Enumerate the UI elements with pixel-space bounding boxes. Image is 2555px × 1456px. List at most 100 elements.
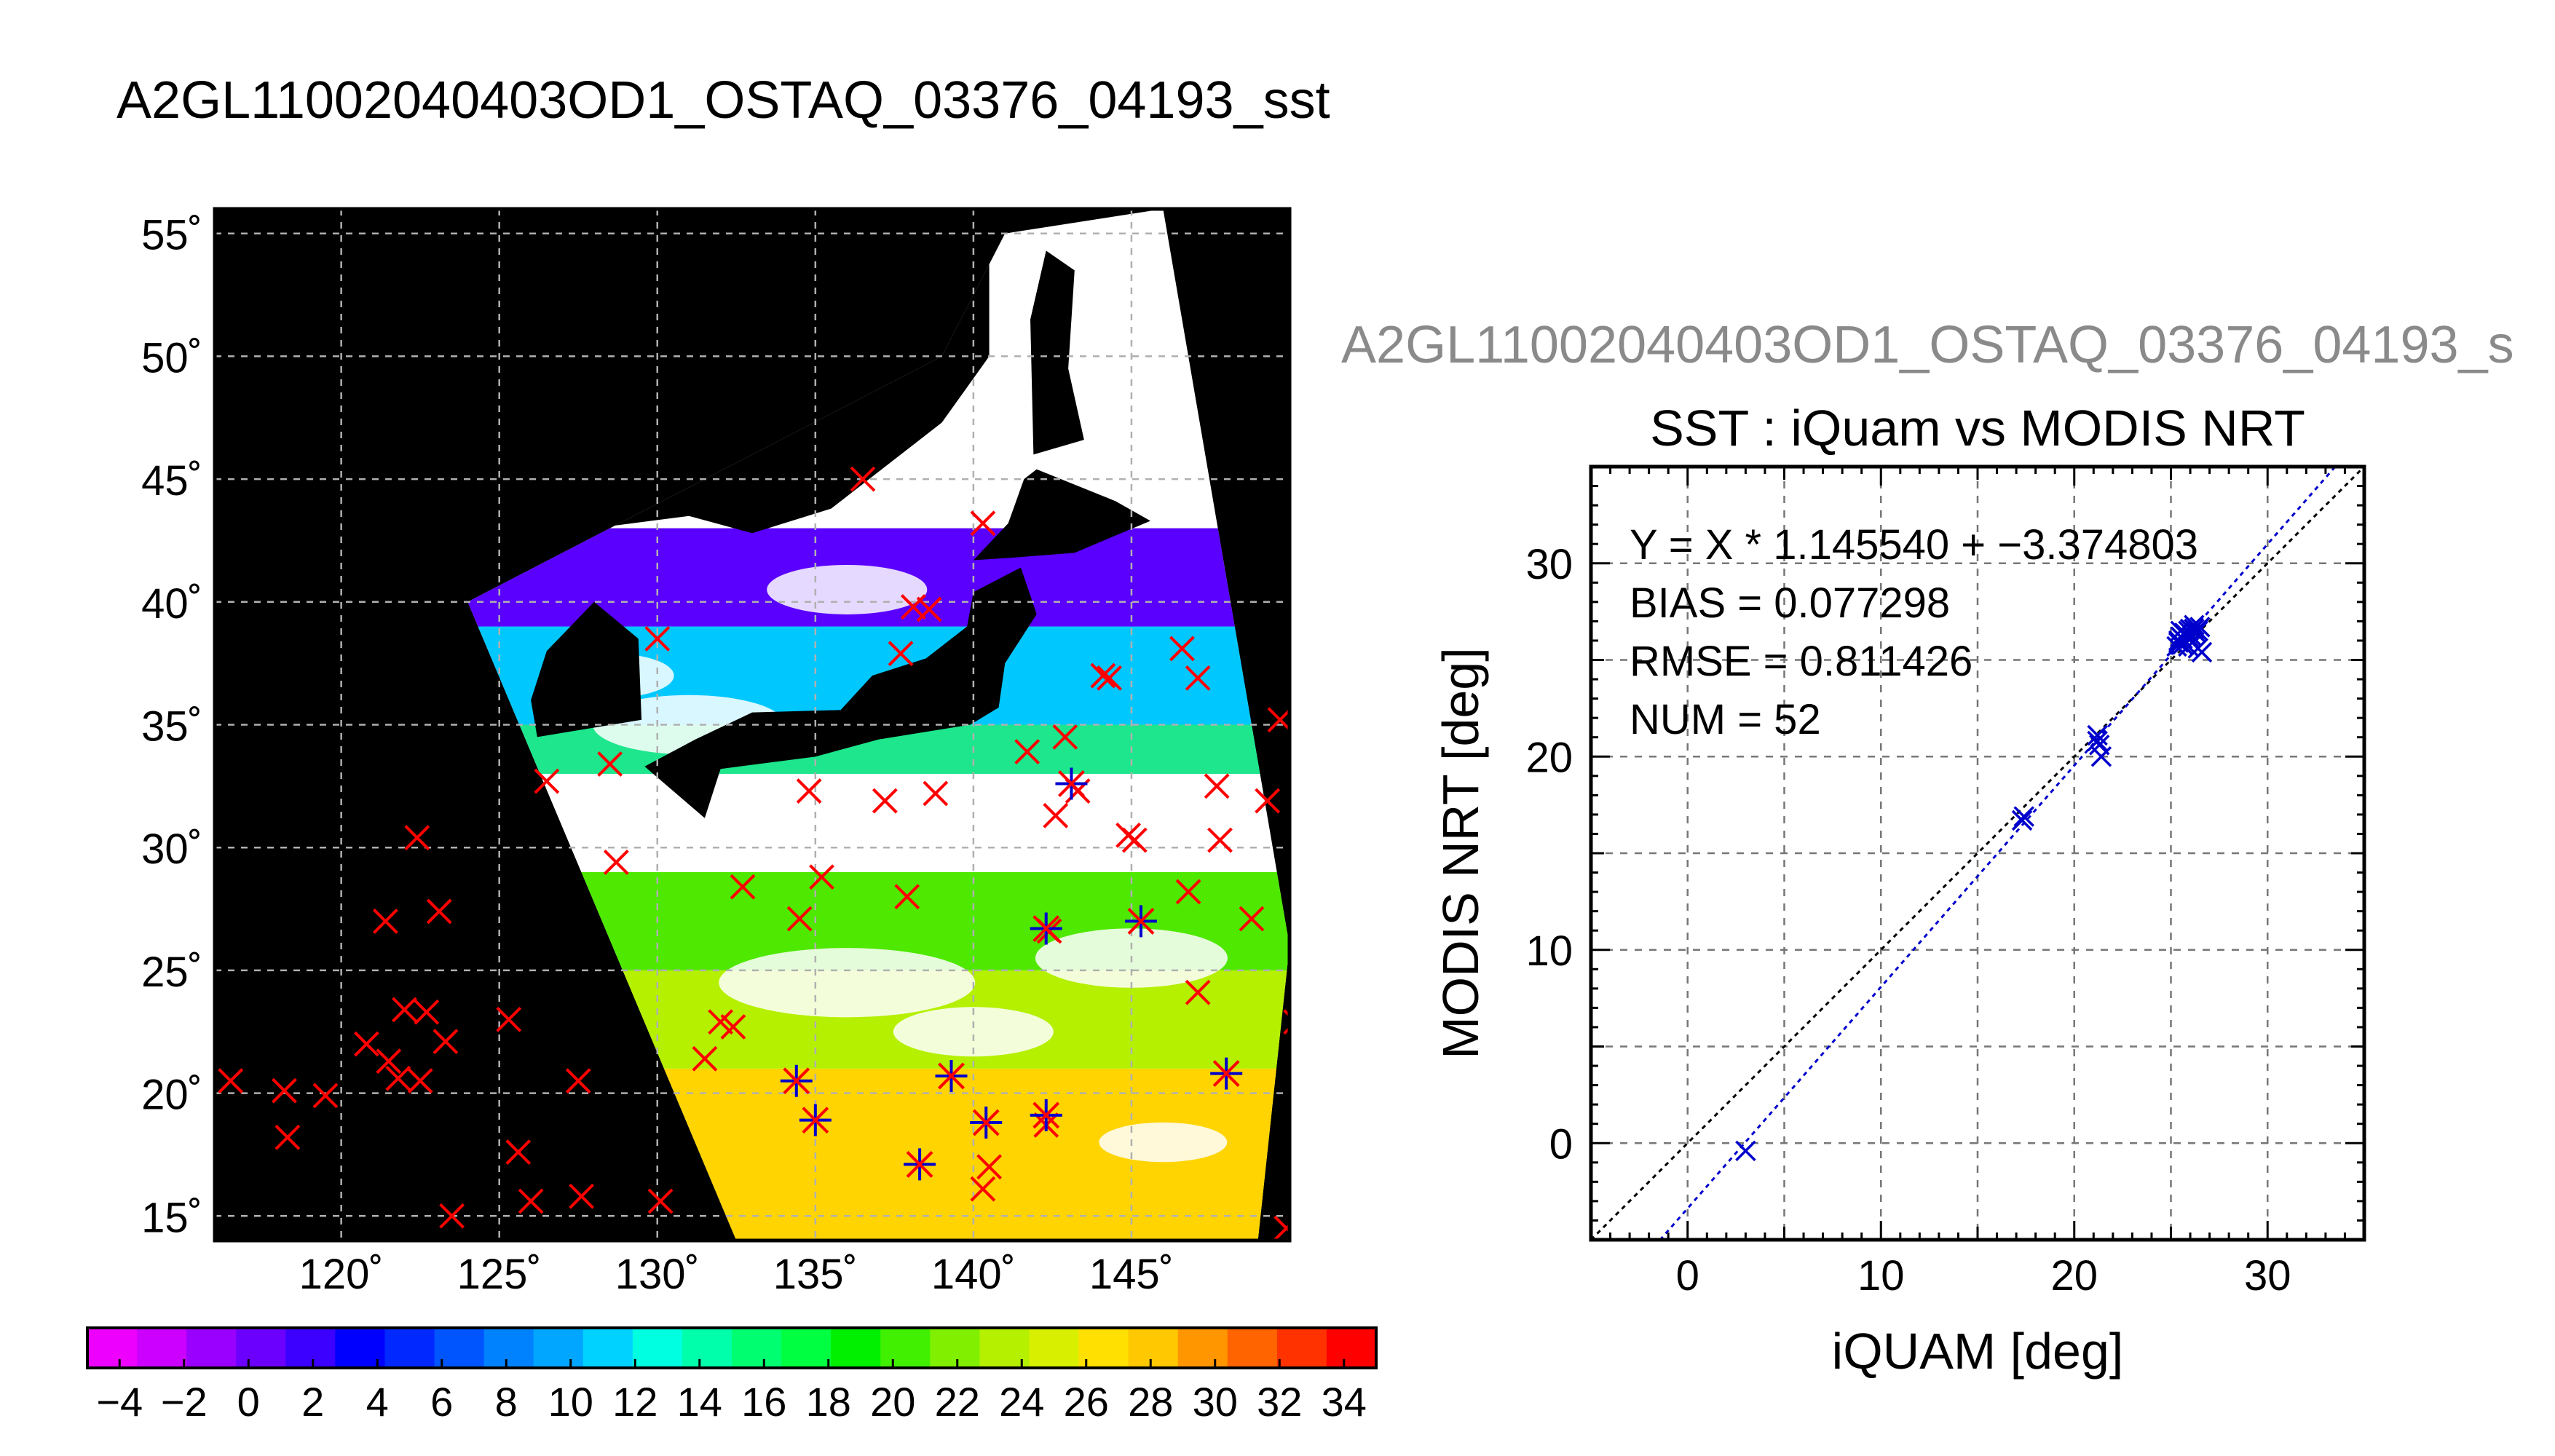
scatter-point [2013,806,2034,827]
matched-marker [802,1107,829,1134]
buoy-marker [414,999,440,1025]
buoy-marker-stroke [1121,827,1148,853]
colorbar-label: 10 [548,1379,593,1425]
buoy-marker [1043,802,1069,828]
buoy-marker [426,898,452,925]
y-tick-label: 0 [1549,1120,1573,1168]
buoy-marker [1014,739,1040,765]
buoy-marker-stroke [1239,906,1265,932]
x-tick-label: 20 [2050,1252,2098,1299]
colorbar-cell [285,1328,336,1368]
matched-marker-stroke [802,1107,829,1134]
buoy-marker-stroke [692,1045,718,1072]
buoy-marker-stroke [1300,705,1323,729]
latitude-label: 20˚ [141,1072,202,1119]
buoy-marker-stroke [1309,453,1332,476]
matched-marker-stroke [972,1109,1000,1136]
buoy-marker [272,1077,297,1104]
scatter-point [2187,620,2208,641]
buoy-marker-stroke [376,1048,402,1075]
colorbar-cell [781,1328,832,1368]
colorbar-cell [1029,1328,1080,1368]
buoy-marker [970,1176,996,1202]
buoy-marker-stroke [565,1068,591,1094]
colorbar-label: 2 [301,1379,324,1425]
land-mass [531,601,642,737]
buoy-marker [970,510,996,537]
buoy-marker [569,1183,594,1209]
buoy-marker-stroke [1255,788,1281,814]
buoy-marker [894,884,920,910]
buoy-marker [644,626,671,652]
buoy-marker-stroke [1207,827,1233,853]
colorbar-label: 24 [999,1379,1044,1425]
buoy-marker-stroke [1273,1222,1290,1241]
buoy-marker [433,1029,459,1055]
buoy-marker-stroke [373,908,398,934]
buoy-marker [373,908,398,934]
buoy-marker [1297,804,1320,827]
buoy-marker-stroke [496,1006,522,1032]
buoy-marker-stroke [272,1077,297,1104]
scatter-point-stroke [2013,806,2034,827]
buoy-marker [1207,827,1233,853]
buoy-marker [1273,1215,1290,1241]
colorbar-label: 32 [1257,1379,1302,1425]
sst-map: 15˚ 20˚ 25˚ 30˚ 35˚ 40˚ 45˚ 50˚ 55˚ 120˚ 125˚ 130˚… [141,207,1332,1298]
cloud-patch [893,1007,1054,1057]
buoy-marker [603,850,629,875]
scatter-point-stroke [2011,810,2033,831]
cloud-patch [1099,1122,1228,1163]
matched-marker-stroke [938,1062,965,1090]
x-tick-label: 0 [1676,1252,1699,1299]
buoy-marker-stroke [1204,773,1230,799]
scatter-grid [1591,467,2364,1240]
sst-bands [467,209,1290,1241]
scatter-point-stroke [2184,618,2205,640]
buoy-marker-stroke [976,1154,1003,1180]
x-tick-label: 10 [1857,1252,1905,1299]
colorbar-label: 26 [1064,1379,1109,1425]
latitude-label: 40˚ [141,580,202,628]
colorbar-cell [1326,1328,1377,1368]
matched-marker [1032,1101,1060,1129]
colorbar-label: 22 [935,1379,980,1425]
buoy-marker-stroke [916,596,942,622]
buoy-marker [312,1083,339,1109]
scatter-tick-labels: 0 10 20 30 0 10 20 30 [1525,541,2291,1299]
latitude-label: 35˚ [141,703,202,751]
scatter-point-stroke [2090,746,2112,767]
colorbar-label: 8 [495,1379,518,1425]
colorbar-cell [1128,1328,1179,1368]
buoy-marker-stroke [1014,739,1040,765]
buoy-marker [1255,788,1281,814]
matched-marker [938,1062,965,1090]
buoy-marker [1121,827,1148,853]
matched-marker-stroke [783,1067,810,1095]
colorbar-label: 30 [1193,1379,1238,1425]
stats-line: BIAS = 0.077298 [1630,579,1950,627]
colorbar-cell [583,1328,633,1368]
scatter-point-stroke [2087,724,2108,746]
buoy-marker-stroke [923,780,949,807]
buoy-marker-stroke [392,997,417,1023]
scatter-point [2090,746,2112,767]
scatter-point [2170,620,2192,641]
scatter-point [2184,614,2205,636]
buoy-marker-stroke [603,850,629,875]
buoy-marker-stroke [730,874,756,900]
buoy-marker-stroke [404,825,430,851]
buoy-marker [505,1139,532,1165]
colorbar-label: 6 [430,1379,453,1425]
buoy-marker [923,780,949,807]
buoy-marker [809,864,834,890]
scatter-point-stroke [2189,617,2211,638]
scatter-point-stroke [2187,620,2208,641]
y-tick-label: 10 [1525,927,1573,975]
scatter-point-stroke [2089,735,2110,756]
matched-marker [783,1067,810,1095]
colorbar-label: 4 [366,1379,389,1425]
buoy-marker [518,1188,544,1214]
buoy-marker-stroke [385,1065,411,1091]
buoy-marker [496,1006,522,1032]
